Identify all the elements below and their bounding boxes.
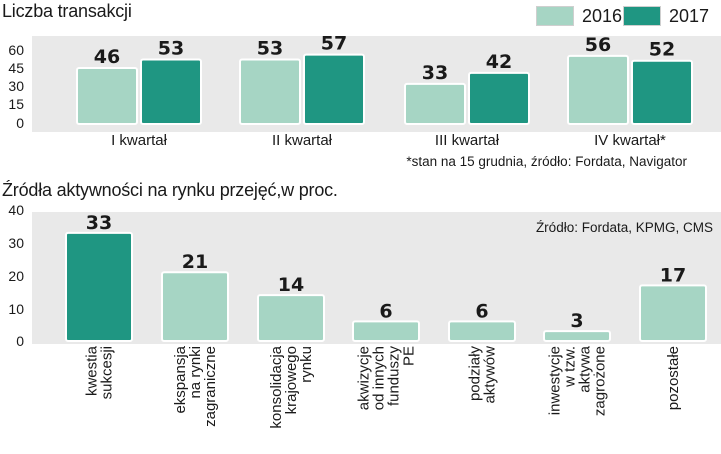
chart2-value-label: 3	[570, 310, 583, 332]
legend-swatch-2017	[623, 6, 661, 26]
chart1-bar	[567, 54, 629, 125]
chart2-title: Źródła aktywności na rynku przejęć,w pro…	[2, 180, 338, 200]
legend-item-2017: 2017	[623, 4, 709, 28]
chart2-value-label: 14	[278, 274, 304, 296]
chart2-category-label: zagraniczne	[202, 346, 219, 427]
chart1-category-label: III kwartał	[435, 132, 500, 149]
chart2-bar	[352, 320, 420, 343]
chart2-value-label: 21	[182, 251, 208, 273]
chart1-category-label: IV kwartał*	[594, 132, 666, 149]
chart1-bar	[303, 53, 365, 125]
chart2-category-label: rynku	[298, 346, 315, 383]
chart1-bar	[239, 58, 301, 125]
chart2-category-label: krajowego	[283, 346, 300, 414]
chart1-ytick: 45	[8, 60, 24, 76]
chart1-value-label: 57	[321, 33, 347, 55]
chart2-bar	[257, 294, 325, 342]
chart1-value-label: 53	[257, 38, 283, 60]
chart1-bar	[76, 67, 138, 125]
chart1-ytick: 60	[8, 42, 24, 58]
chart2-ytick: 0	[16, 333, 24, 349]
chart2-source: Źródło: Fordata, KPMG, CMS	[535, 220, 713, 235]
chart1-value-label: 46	[94, 46, 120, 68]
chart2-category-label: od innych	[371, 346, 388, 410]
chart2-ytick: 20	[8, 268, 24, 284]
legend-item-2016: 2016	[536, 4, 622, 28]
chart2-value-label: 6	[475, 300, 488, 322]
chart1-title: Liczba transakcji	[2, 1, 132, 21]
chart2-category-label: podziały	[467, 346, 484, 402]
chart1-value-label: 52	[649, 39, 675, 61]
chart2-category-label: akwizycje	[356, 346, 373, 410]
chart2-category-label: w tzw.	[562, 346, 579, 388]
chart2-category-label: aktywa	[577, 345, 594, 392]
chart1-value-label: 56	[585, 34, 611, 56]
chart1-value-label: 33	[422, 62, 448, 84]
chart2-category-label: zagrożone	[592, 346, 609, 416]
chart2-bar	[161, 271, 229, 343]
chart1-value-label: 53	[158, 38, 184, 60]
chart2-ytick: 10	[8, 301, 24, 317]
chart2-category-label: pozostałe	[665, 346, 682, 410]
chart1-footnote: *stan na 15 grudnia, źródło: Fordata, Na…	[406, 154, 687, 169]
chart1-bar	[468, 71, 530, 125]
legend-label-2016: 2016	[582, 5, 623, 26]
chart2-ytick: 40	[8, 202, 24, 218]
chart1-category-label: II kwartał	[272, 132, 333, 149]
chart1-ytick: 0	[16, 115, 24, 131]
chart2-value-label: 6	[379, 300, 392, 322]
chart2-category-label: ekspansja	[172, 345, 189, 413]
chart2-value-label: 33	[86, 212, 112, 234]
chart1-bar	[631, 59, 693, 125]
chart2-category-label: aktywów	[482, 346, 499, 404]
chart2-value-label: 17	[660, 264, 686, 286]
chart2-category-label: funduszy	[386, 346, 403, 407]
chart2-category-label: konsolidacja	[268, 345, 285, 428]
chart2-bar	[543, 330, 611, 342]
chart2-category-label: kwestia	[84, 345, 101, 396]
chart2-category-label: inwestycje	[547, 346, 564, 415]
chart2-bar	[65, 231, 133, 342]
chart2-bar	[448, 320, 516, 343]
chart2-ytick: 30	[8, 235, 24, 251]
legend-label-2017: 2017	[669, 5, 710, 26]
chart1-ytick: 30	[8, 78, 24, 94]
chart2-category-label: PE	[401, 346, 418, 366]
chart1-bar	[140, 58, 202, 125]
chart1-bar	[404, 82, 466, 125]
chart1-value-label: 42	[486, 51, 512, 73]
chart2-category-label: na rynki	[187, 346, 204, 399]
legend-swatch-2016	[536, 6, 574, 26]
chart1-category-label: I kwartał	[111, 132, 168, 149]
chart2-category-label: sukcesji	[99, 346, 116, 399]
chart1-ytick: 15	[8, 96, 24, 112]
chart2-bar	[639, 284, 707, 343]
